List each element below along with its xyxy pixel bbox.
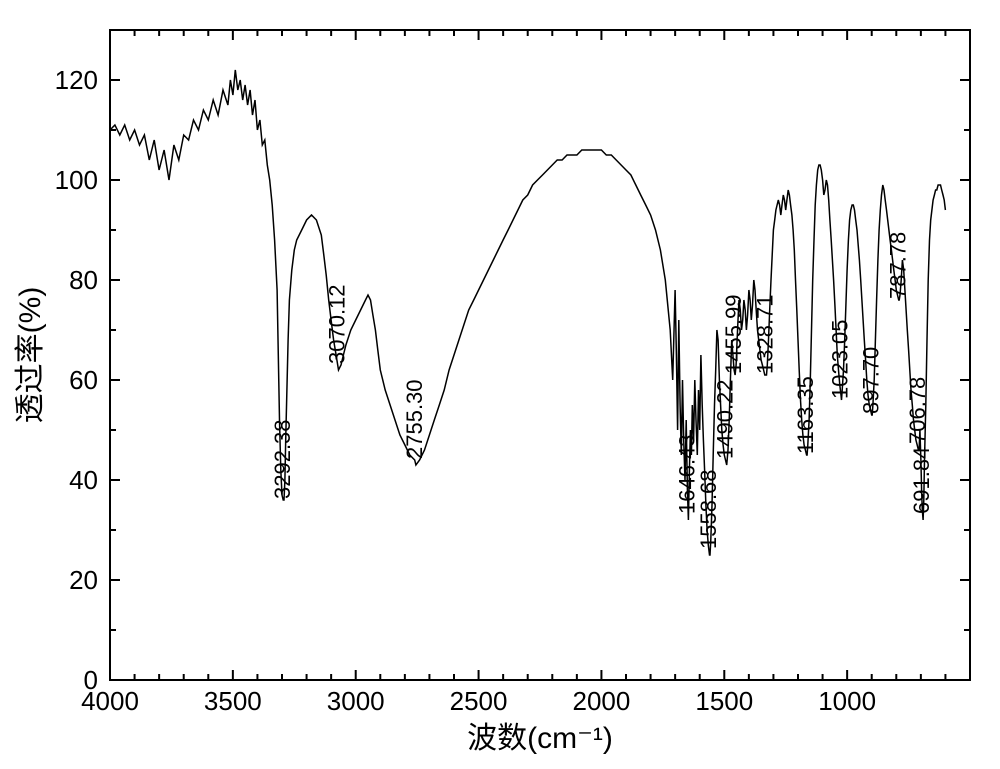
peak-label: 691.84 [909,447,934,514]
chart-svg: 4000350030002500200015001000020406080100… [0,0,1000,769]
y-axis-label: 透过率(%) [14,287,47,424]
x-tick-label: 3000 [327,686,385,716]
peak-label: 2755.30 [402,379,427,459]
y-tick-label: 60 [69,365,98,395]
ir-spectrum-chart: 4000350030002500200015001000020406080100… [0,0,1000,769]
x-tick-label: 1500 [695,686,753,716]
peak-label: 706.78 [905,377,930,444]
spectrum-line [110,70,945,555]
x-axis-label: 波数(cm⁻¹) [467,722,613,755]
peak-label: 787.78 [885,232,910,299]
peak-label: 1558.68 [696,469,721,549]
peak-label: 1023.05 [827,319,852,399]
peak-label: 1490.22 [713,379,738,459]
peak-label: 1163.35 [793,376,818,454]
x-tick-label: 2000 [573,686,631,716]
peak-label: 3292.38 [270,419,295,499]
x-tick-label: 1000 [818,686,876,716]
y-tick-label: 80 [69,265,98,295]
x-tick-label: 3500 [204,686,262,716]
peak-label: 1455.99 [721,294,746,374]
y-tick-label: 40 [69,465,98,495]
peak-label: 3070.12 [324,284,349,364]
peak-label: 1328.71 [752,294,777,374]
y-tick-label: 20 [69,565,98,595]
y-tick-label: 120 [55,65,98,95]
x-tick-label: 2500 [450,686,508,716]
y-tick-label: 100 [55,165,98,195]
y-tick-label: 0 [84,665,98,695]
peak-label: 897.70 [858,347,883,414]
